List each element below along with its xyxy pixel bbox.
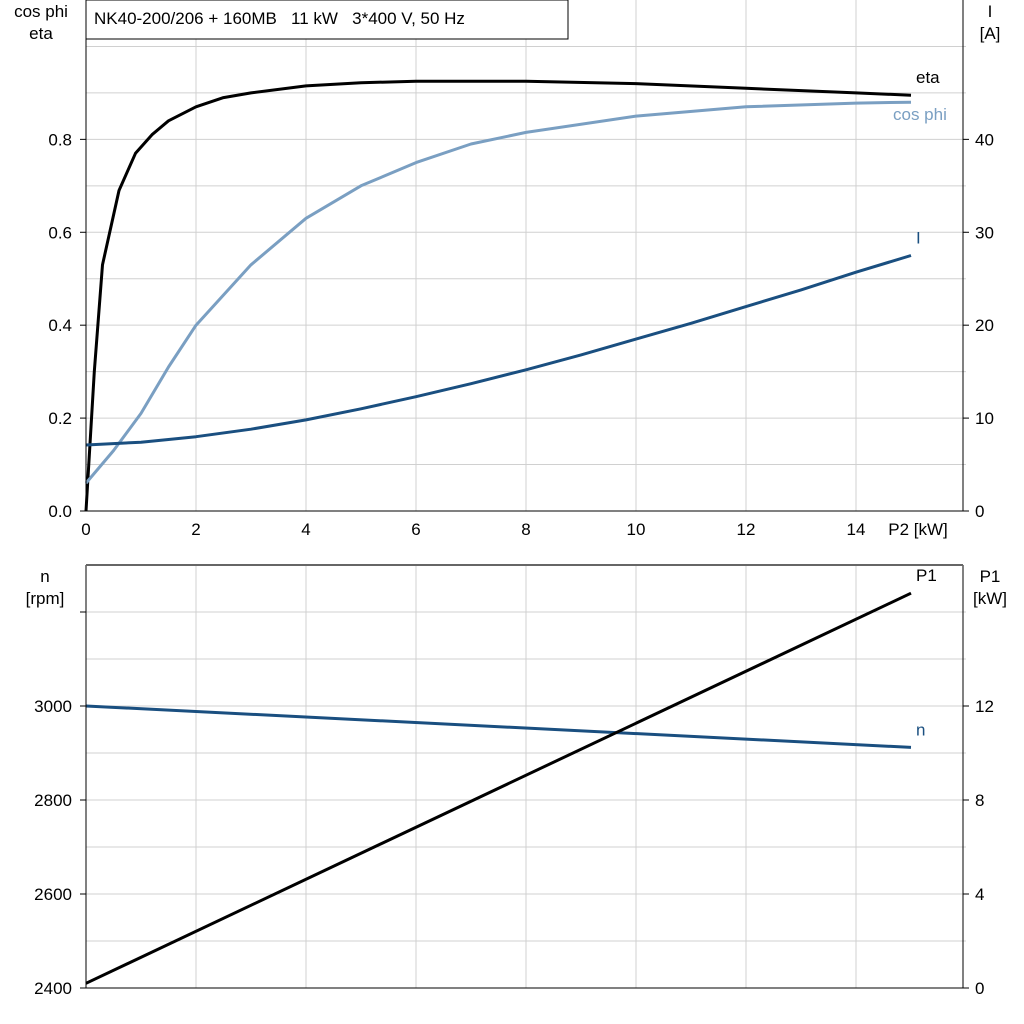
series-eta-line bbox=[84, 79, 912, 512]
y-tick-label-left: 2800 bbox=[34, 791, 72, 810]
series-label: eta bbox=[916, 68, 940, 87]
y-tick-label-left: 2600 bbox=[34, 885, 72, 904]
x-tick-label: 14 bbox=[847, 520, 866, 539]
y-tick-label-right: 30 bbox=[975, 223, 994, 242]
y-tick-label-right: 8 bbox=[975, 791, 984, 810]
y-tick-label-left: 3000 bbox=[34, 697, 72, 716]
y-tick-label-left: 0.8 bbox=[48, 130, 72, 149]
x-tick-label: 6 bbox=[411, 520, 420, 539]
y-axis-label-right: I bbox=[988, 2, 993, 21]
y-tick-label-left: 0.0 bbox=[48, 502, 72, 521]
x-tick-label: 2 bbox=[191, 520, 200, 539]
x-tick-label: 4 bbox=[301, 520, 310, 539]
y-axis-label-right: P1 bbox=[980, 567, 1001, 586]
series-label: P1 bbox=[916, 566, 937, 585]
y-axis-label-right: [A] bbox=[980, 24, 1001, 43]
x-tick-label: 0 bbox=[81, 520, 90, 539]
grid bbox=[86, 0, 966, 988]
x-tick-label: 10 bbox=[627, 520, 646, 539]
y-tick-label-left: 0.4 bbox=[48, 316, 72, 335]
y-tick-label-right: 4 bbox=[975, 885, 984, 904]
y-axis-label-left: n bbox=[40, 567, 49, 586]
y-tick-label-right: 20 bbox=[975, 316, 994, 335]
series-label: cos phi bbox=[893, 105, 947, 124]
y-axis-label-left: eta bbox=[29, 24, 53, 43]
y-tick-label-right: 10 bbox=[975, 409, 994, 428]
x-axis-label: P2 [kW] bbox=[888, 520, 948, 539]
series-cos-phi-line bbox=[84, 100, 912, 485]
y-axis-label-left: cos phi bbox=[14, 2, 68, 21]
y-axis-label-right: [kW] bbox=[973, 589, 1007, 608]
chart-title: NK40-200/206 + 160MB 11 kW 3*400 V, 50 H… bbox=[94, 9, 465, 28]
series-I-line bbox=[85, 254, 912, 447]
x-tick-label: 8 bbox=[521, 520, 530, 539]
y-tick-label-right: 0 bbox=[975, 502, 984, 521]
series-P1-line bbox=[85, 591, 912, 985]
y-tick-label-left: 0.2 bbox=[48, 409, 72, 428]
axes bbox=[80, 0, 969, 989]
y-tick-label-right: 0 bbox=[975, 979, 984, 998]
y-tick-label-left: 0.6 bbox=[48, 223, 72, 242]
series-n-line bbox=[85, 704, 912, 749]
y-tick-label-right: 40 bbox=[975, 130, 994, 149]
title-box bbox=[85, 0, 569, 40]
curves bbox=[84, 79, 912, 985]
series-label: n bbox=[916, 720, 925, 739]
y-tick-label-left: 2400 bbox=[34, 979, 72, 998]
x-tick-label: 12 bbox=[737, 520, 756, 539]
series-label: I bbox=[916, 229, 921, 248]
y-axis-label-left: [rpm] bbox=[26, 589, 65, 608]
y-tick-label-right: 12 bbox=[975, 697, 994, 716]
labels: 0 2 4 6 8 10 12 14 P2 [kW] 0.0 0.2 0.4 0.6 0.8 0 10 20 30… bbox=[14, 2, 1007, 998]
